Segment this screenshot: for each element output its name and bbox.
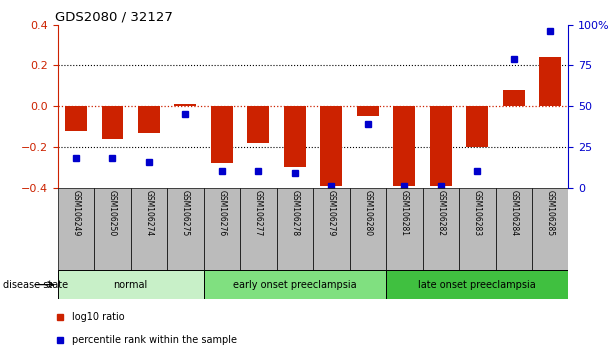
Bar	[357, 106, 379, 116]
Bar	[284, 106, 306, 167]
Bar	[430, 106, 452, 185]
Bar	[320, 106, 342, 185]
Bar	[350, 188, 386, 271]
Text: GSM106249: GSM106249	[72, 190, 80, 236]
Bar	[58, 270, 204, 299]
Bar	[204, 188, 240, 271]
Bar	[138, 106, 160, 133]
Bar	[65, 106, 87, 131]
Text: late onset preeclampsia: late onset preeclampsia	[418, 280, 536, 290]
Text: GSM106281: GSM106281	[400, 190, 409, 236]
Text: GSM106276: GSM106276	[218, 190, 226, 236]
Text: log10 ratio: log10 ratio	[72, 312, 125, 322]
Bar	[167, 188, 204, 271]
Bar	[313, 188, 350, 271]
Text: GSM106274: GSM106274	[145, 190, 153, 236]
Bar	[386, 188, 423, 271]
Bar	[539, 57, 561, 106]
Bar	[131, 188, 167, 271]
Text: GSM106275: GSM106275	[181, 190, 190, 236]
Text: early onset preeclampsia: early onset preeclampsia	[233, 280, 357, 290]
Bar	[247, 106, 269, 143]
Text: GSM106282: GSM106282	[437, 190, 445, 236]
Text: GSM106250: GSM106250	[108, 190, 117, 236]
Text: GSM106284: GSM106284	[510, 190, 518, 236]
Bar	[102, 106, 123, 139]
Text: percentile rank within the sample: percentile rank within the sample	[72, 335, 237, 346]
Bar	[204, 270, 386, 299]
Text: normal: normal	[114, 280, 148, 290]
Text: GSM106278: GSM106278	[291, 190, 299, 236]
Bar	[466, 106, 488, 147]
Bar	[393, 106, 415, 185]
Bar	[496, 188, 532, 271]
Text: GSM106277: GSM106277	[254, 190, 263, 236]
Bar	[386, 270, 568, 299]
Bar	[277, 188, 313, 271]
Text: GSM106279: GSM106279	[327, 190, 336, 236]
Bar	[174, 104, 196, 106]
Text: GSM106285: GSM106285	[546, 190, 554, 236]
Bar	[211, 106, 233, 163]
Bar	[94, 188, 131, 271]
Bar	[240, 188, 277, 271]
Bar	[58, 188, 94, 271]
Bar	[423, 188, 459, 271]
Text: GDS2080 / 32127: GDS2080 / 32127	[55, 11, 173, 24]
Text: disease state: disease state	[3, 280, 68, 290]
Bar	[503, 90, 525, 106]
Text: GSM106280: GSM106280	[364, 190, 372, 236]
Bar	[459, 188, 496, 271]
Text: GSM106283: GSM106283	[473, 190, 482, 236]
Bar	[532, 188, 568, 271]
